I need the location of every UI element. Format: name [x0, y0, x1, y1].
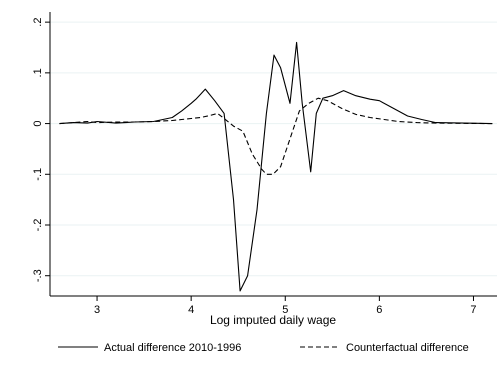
x-axis-title: Log imputed daily wage	[210, 313, 336, 327]
series-lines	[59, 41, 493, 292]
gridlines	[50, 21, 497, 277]
legend-label-counterfactual: Counterfactual difference	[346, 342, 469, 354]
y-tick-label: -.3	[32, 269, 44, 282]
x-tick-label: 4	[188, 304, 194, 316]
x-tick-label: 7	[470, 304, 476, 316]
axes: .2 .1 0 -.1 -.2 -.3 3 4 5 6 7	[32, 12, 497, 316]
y-tick-label: -.2	[32, 219, 44, 232]
x-tick-label: 3	[94, 304, 100, 316]
y-tick-label: 0	[32, 121, 44, 127]
y-tick-label: -.1	[32, 168, 44, 181]
series-line-counterfactual	[59, 97, 493, 175]
legend: Actual difference 2010-1996 Counterfactu…	[58, 342, 469, 354]
y-tick-label: .1	[32, 68, 44, 77]
x-tick-label: 5	[282, 304, 288, 316]
x-tick-label: 6	[376, 304, 382, 316]
legend-label-actual: Actual difference 2010-1996	[104, 342, 241, 354]
y-tick-label: .2	[32, 18, 44, 27]
